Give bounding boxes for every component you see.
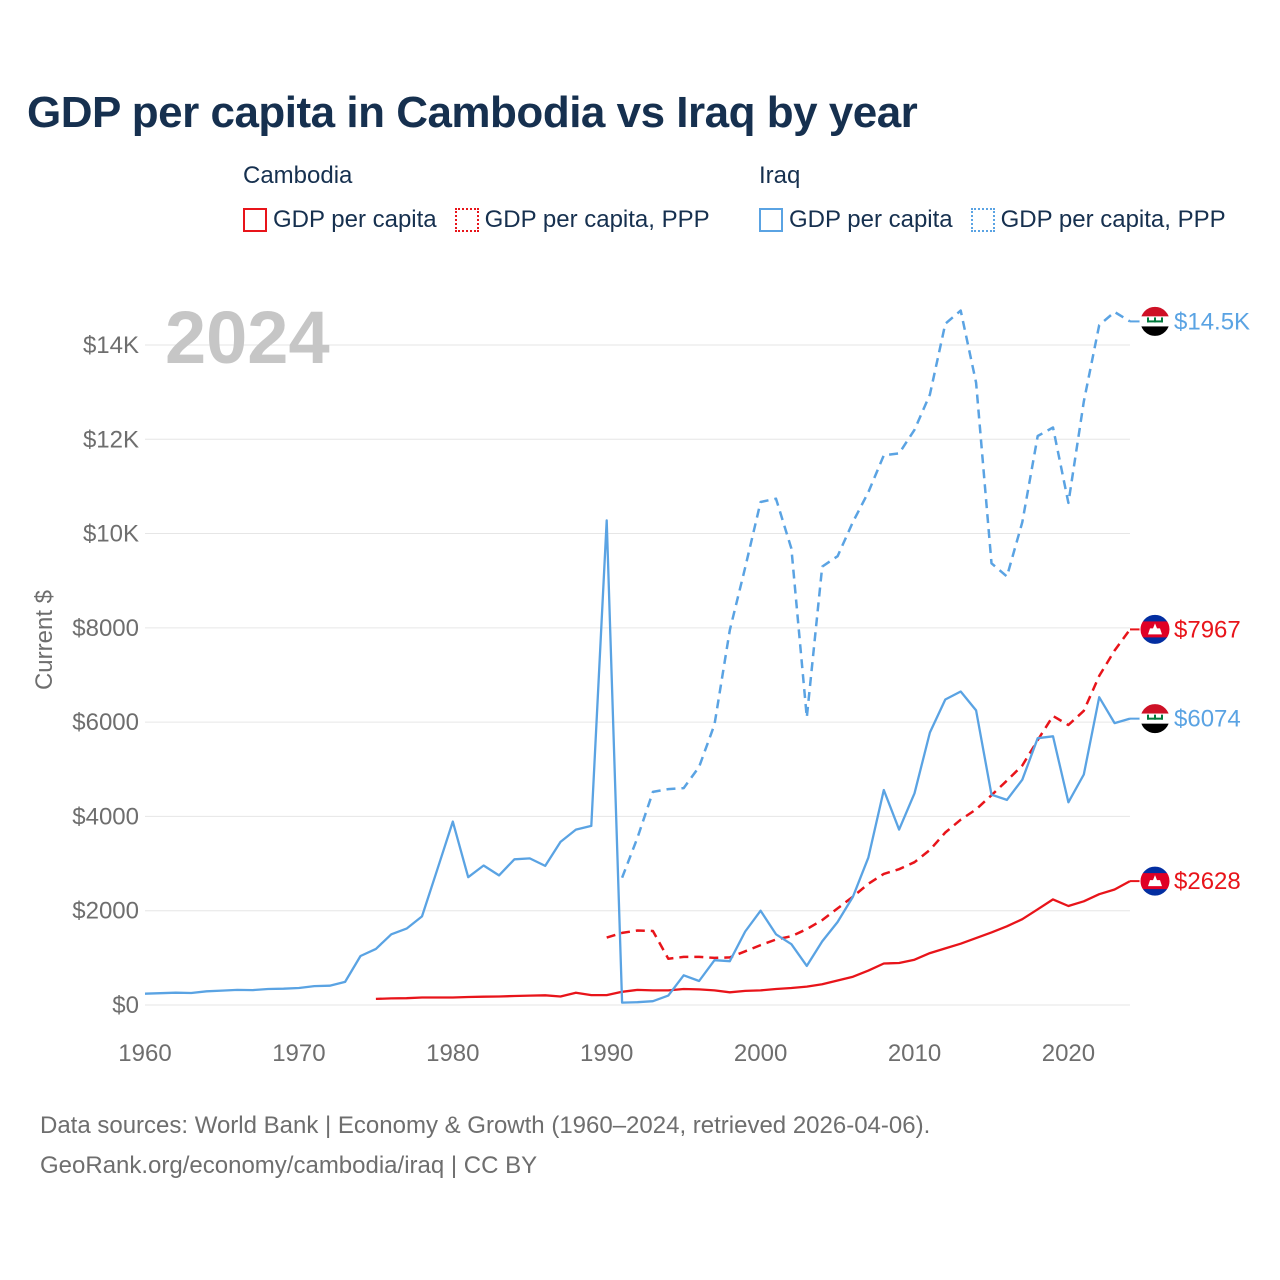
legend-group-title: Cambodia (243, 162, 353, 189)
end-value-label: $6074 (1174, 706, 1241, 733)
series-group (144, 309, 1132, 1004)
legend-swatch-solid (243, 208, 267, 232)
y-tick-label: $4000 (72, 803, 139, 830)
legend-item-cambodia-gdp[interactable]: GDP per capita (243, 206, 437, 234)
y-tick-label: $8000 (72, 615, 139, 642)
series-line-cambodia-gdp[interactable] (375, 880, 1131, 1001)
legend-group-iraq: Iraq GDP per capita GDP per capita, PPP (759, 162, 1226, 234)
x-tick-label: 1960 (118, 1040, 171, 1067)
footer-sources: Data sources: World Bank | Economy & Gro… (40, 1112, 931, 1139)
end-value-label: $14.5K (1174, 308, 1250, 335)
legend-swatch-solid (759, 208, 783, 232)
y-tick-label: $2000 (72, 898, 139, 925)
gridlines (145, 344, 1130, 1006)
end-markers: $2628 $7967 $6074 $14.5K (1130, 305, 1250, 897)
series-line-cambodia-ppp[interactable] (606, 628, 1132, 961)
iraq-flag-icon (1139, 305, 1171, 337)
legend-item-label: GDP per capita (273, 206, 437, 233)
legend-item-label: GDP per capita, PPP (484, 206, 710, 233)
x-axis: 1960 1970 1980 1990 2000 2010 2020 (118, 1040, 1095, 1067)
legend-swatch-dotted (454, 208, 479, 232)
y-tick-label: $14K (83, 332, 139, 359)
legend-item-iraq-gdp-ppp[interactable]: GDP per capita, PPP (970, 206, 1226, 234)
y-axis: $0 $2000 $4000 $6000 $8000 $10K $12K $14K (72, 332, 139, 1019)
y-tick-label: $10K (83, 521, 139, 548)
x-tick-label: 2010 (888, 1040, 941, 1067)
iraq-flag-icon (1139, 703, 1171, 735)
cambodia-flag-icon (1139, 613, 1171, 645)
x-tick-label: 2020 (1042, 1040, 1095, 1067)
y-tick-label: $12K (83, 426, 139, 453)
legend-item-label: GDP per capita, PPP (1000, 206, 1226, 233)
end-value-label: $2628 (1174, 868, 1241, 895)
cambodia-flag-icon (1139, 865, 1171, 897)
y-tick-label: $0 (112, 992, 139, 1019)
series-line-iraq-ppp[interactable] (620, 309, 1131, 879)
y-tick-label: $6000 (72, 709, 139, 736)
year-watermark: 2024 (165, 296, 330, 379)
y-axis-label: Current $ (31, 590, 58, 690)
x-tick-label: 2000 (734, 1040, 787, 1067)
footer-link[interactable]: GeoRank.org/economy/cambodia/iraq | CC B… (40, 1152, 538, 1179)
end-value-label: $7967 (1174, 616, 1241, 643)
x-tick-label: 1990 (580, 1040, 633, 1067)
series-line-iraq-gdp[interactable] (144, 519, 1131, 1004)
x-tick-label: 1980 (426, 1040, 479, 1067)
legend-group-title: Iraq (759, 162, 801, 189)
legend-group-cambodia: Cambodia GDP per capita GDP per capita, … (243, 162, 710, 234)
footer: Data sources: World Bank | Economy & Gro… (40, 1106, 930, 1186)
x-tick-label: 1970 (272, 1040, 325, 1067)
legend-item-label: GDP per capita (789, 206, 953, 233)
legend-item-cambodia-gdp-ppp[interactable]: GDP per capita, PPP (454, 206, 710, 234)
legend-item-iraq-gdp[interactable]: GDP per capita (759, 206, 953, 234)
legend-swatch-dotted (970, 208, 995, 232)
chart-title: GDP per capita in Cambodia vs Iraq by ye… (27, 88, 918, 137)
